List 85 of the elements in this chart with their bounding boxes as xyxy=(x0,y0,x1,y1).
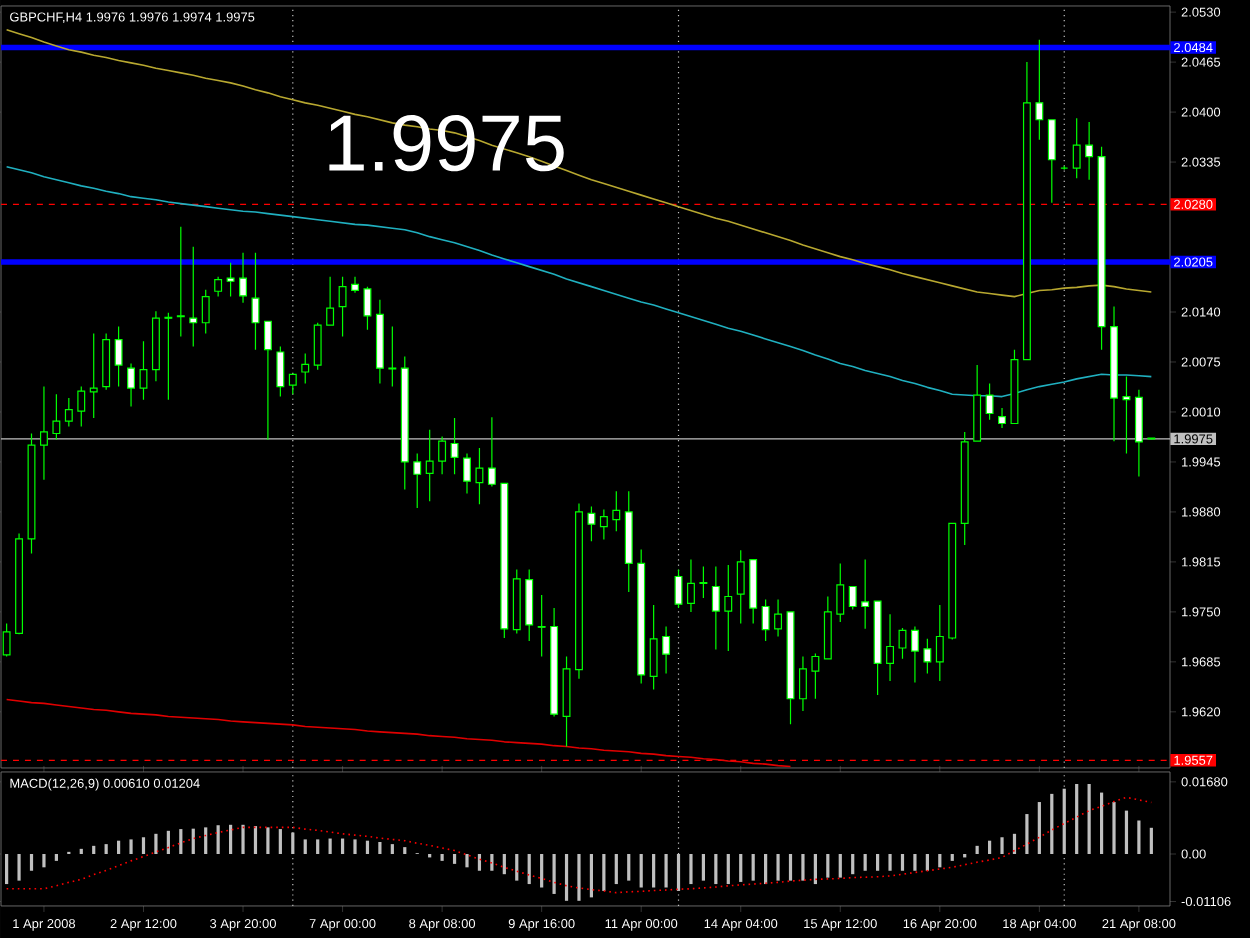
candlestick xyxy=(27,432,36,555)
candlestick xyxy=(263,320,272,441)
candlestick xyxy=(226,262,235,298)
candlestick xyxy=(351,276,359,294)
candlestick xyxy=(575,502,583,680)
candlestick xyxy=(674,568,683,609)
candlestick xyxy=(761,598,770,642)
candlestick xyxy=(301,352,310,385)
candlestick xyxy=(998,407,1006,429)
candlestick xyxy=(562,655,571,748)
candlestick xyxy=(15,532,24,635)
candlestick xyxy=(52,393,61,441)
candlestick xyxy=(823,595,832,661)
candlestick xyxy=(973,364,982,442)
candlestick xyxy=(587,505,596,542)
candlestick xyxy=(375,299,384,385)
candlestick xyxy=(749,558,758,625)
candlestick xyxy=(487,416,496,488)
candlestick xyxy=(438,435,447,475)
candlestick xyxy=(512,568,521,635)
candlestick xyxy=(662,625,671,674)
candlestick xyxy=(313,322,322,371)
candlestick xyxy=(450,417,459,475)
candlestick xyxy=(836,562,845,623)
candlestick xyxy=(475,447,484,505)
candlestick xyxy=(786,611,795,725)
candlestick xyxy=(500,482,509,639)
candlestick xyxy=(425,429,434,502)
candlestick xyxy=(276,346,285,398)
candlestick xyxy=(935,604,944,682)
candlestick xyxy=(724,564,733,652)
candlestick xyxy=(413,452,422,509)
candlestick xyxy=(711,565,720,651)
candlestick xyxy=(637,549,646,684)
candlestick xyxy=(550,607,559,718)
candlestick xyxy=(114,326,123,388)
candlestick xyxy=(39,385,48,481)
candlestick xyxy=(1022,61,1031,361)
candlestick xyxy=(214,276,223,298)
candlestick xyxy=(612,490,621,532)
line-series xyxy=(5,698,792,768)
candlestick xyxy=(1035,39,1044,141)
candlestick xyxy=(948,522,957,641)
candlestick xyxy=(77,385,86,428)
candlestick xyxy=(960,431,969,546)
candlestick xyxy=(649,604,658,691)
candlestick xyxy=(985,382,994,421)
candlestick xyxy=(400,356,409,491)
candlestick xyxy=(89,332,98,419)
candlestick xyxy=(1085,121,1094,181)
candlestick xyxy=(910,625,919,684)
candlestick xyxy=(102,332,111,391)
candlestick xyxy=(687,558,695,613)
candlestick xyxy=(848,585,857,611)
candlestick xyxy=(326,276,335,326)
candlestick xyxy=(139,340,148,401)
candlestick xyxy=(151,310,160,382)
candlestick xyxy=(599,509,608,541)
candlestick xyxy=(898,627,907,660)
candlestick xyxy=(288,372,297,395)
candlestick xyxy=(774,598,783,638)
candlestick xyxy=(1097,146,1106,351)
candlestick xyxy=(251,252,260,351)
candlestick xyxy=(338,276,347,338)
candlestick xyxy=(1010,349,1019,425)
candlestick xyxy=(1072,117,1081,179)
candlestick xyxy=(64,397,73,428)
candlestick xyxy=(127,362,136,408)
candlestick xyxy=(239,252,247,304)
candlestick xyxy=(1110,306,1118,442)
candlestick xyxy=(388,326,397,388)
candlestick xyxy=(1134,389,1143,478)
candlestick xyxy=(201,289,210,335)
candlestick xyxy=(525,568,534,642)
candlestick xyxy=(363,286,372,331)
candlestick xyxy=(1047,119,1056,204)
candlestick xyxy=(624,490,633,593)
candlestick xyxy=(886,613,895,682)
candlestick xyxy=(736,549,745,625)
candlestick xyxy=(811,652,820,700)
candlestick xyxy=(861,558,870,630)
candlestick xyxy=(873,600,882,696)
candlestick xyxy=(798,655,807,712)
candlestick xyxy=(463,452,471,495)
candlestick xyxy=(923,638,932,674)
